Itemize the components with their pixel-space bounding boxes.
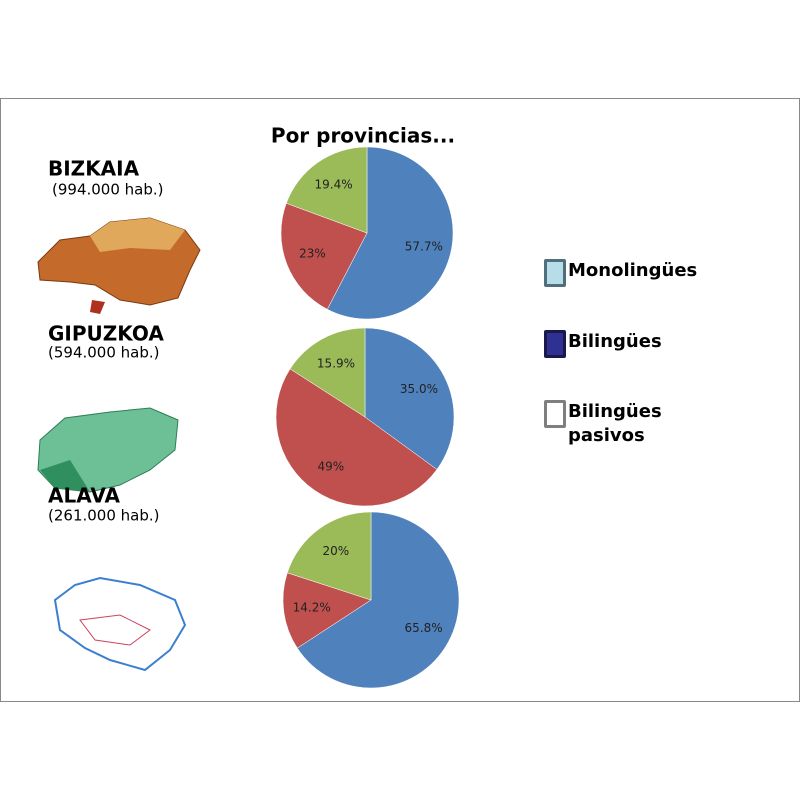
pie-slice xyxy=(364,327,455,470)
legend-item: Bilingües pasivos xyxy=(544,400,718,448)
legend-label: Bilingües pasivos xyxy=(568,401,662,446)
legend-label: Monolingües xyxy=(568,260,698,281)
slice-label: 49% xyxy=(317,459,344,473)
slice-label: 14.2% xyxy=(293,600,331,614)
slice-label: 19.4% xyxy=(314,178,352,192)
title: Por provincias... xyxy=(271,124,455,148)
pie-slice xyxy=(296,511,460,689)
pie-slice xyxy=(275,368,438,507)
slice-label: 65.8% xyxy=(405,621,443,635)
legend-label: Bilingües xyxy=(568,331,662,352)
slice-label: 15.9% xyxy=(317,356,355,370)
map-alava xyxy=(53,576,187,672)
province-population: (994.000 hab.) xyxy=(52,181,164,199)
province-name: ALAVA xyxy=(48,484,120,508)
province-name: BIZKAIA xyxy=(48,157,140,181)
pie-slice xyxy=(286,511,372,601)
pie-slice xyxy=(280,202,368,310)
pie-slice xyxy=(282,572,372,649)
province-population: (261.000 hab.) xyxy=(48,507,160,525)
legend-swatch xyxy=(544,259,566,287)
legend-item: Monolingües xyxy=(544,259,718,287)
legend-swatch xyxy=(544,330,566,358)
pie-slice xyxy=(285,146,368,234)
pie-slice xyxy=(326,146,454,320)
slice-label: 20% xyxy=(322,544,349,558)
pie-slice xyxy=(289,327,366,418)
province-population: (594.000 hab.) xyxy=(48,344,160,362)
map-bizkaia xyxy=(37,217,201,314)
province-name: GIPUZKOA xyxy=(48,322,164,346)
slice-label: 23% xyxy=(299,247,326,261)
legend-swatch xyxy=(544,400,566,428)
map-gipuzkoa xyxy=(37,407,179,493)
slice-label: 57.7% xyxy=(405,239,443,253)
legend-item: Bilingües xyxy=(544,330,718,358)
slice-label: 35.0% xyxy=(400,382,438,396)
